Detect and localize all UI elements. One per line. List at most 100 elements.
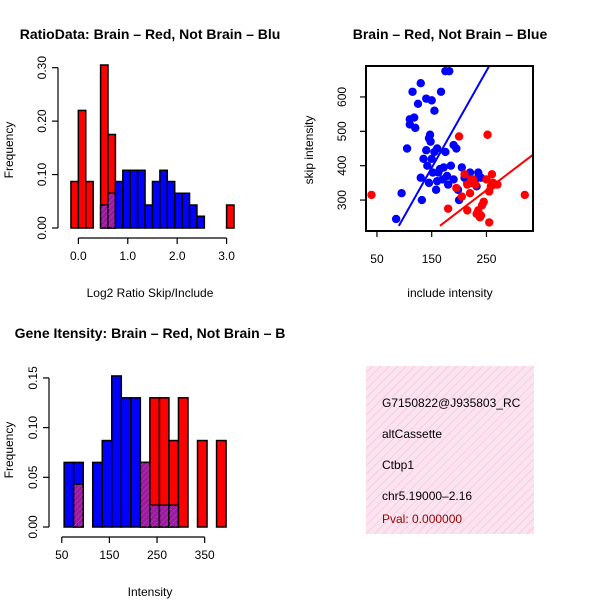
intensity-scatter: Brain – Red, Not Brain – Blue 50 150 250 3…: [302, 26, 547, 300]
scatter-point-brain: [465, 188, 475, 198]
info-panel-hatch: [366, 366, 534, 534]
scatter-point-not-brain: [408, 87, 417, 96]
scatter-point-not-brain: [445, 66, 454, 76]
info-panel: G7150822@J935803_RC altCassette Ctbp1 ch…: [366, 366, 534, 534]
gene-bar-brain: [177, 397, 189, 528]
gene-intensity-histogram-bars: [63, 375, 227, 528]
gene-intensity-histogram-title: Gene Itensity: Brain – Red, Not Brain – …: [15, 325, 286, 341]
ratio-x-tick-label: 2.0: [169, 249, 186, 263]
gene-bar-not-brain: [111, 375, 123, 528]
ratio-bar-not-brain: [166, 180, 176, 229]
gene-bar-overlap-hatch: [159, 505, 169, 527]
info-event-type: altCassette: [382, 427, 442, 441]
scatter-point-not-brain: [419, 154, 428, 164]
scatter-point-brain: [484, 218, 494, 227]
scatter-point-brain: [483, 130, 492, 139]
scatter-point-not-brain: [432, 144, 442, 153]
ratio-bar-not-brain: [136, 169, 146, 229]
gene-bar-not-brain: [120, 397, 132, 528]
ratio-bar-brain: [99, 64, 109, 229]
gene-intensity-histogram-y-axis: 0.00 0.05 0.10 0.15: [26, 366, 50, 539]
ratio-y-tick-label: 0.10: [35, 163, 49, 187]
gene-bar-overlap-hatch: [73, 484, 84, 527]
scatter-point-brain: [487, 170, 497, 179]
scatter-point-not-brain: [430, 106, 439, 115]
scatter-point-not-brain: [409, 113, 419, 122]
gene-x-tick-label: 150: [99, 548, 119, 562]
ratio-bar-overlap-hatch: [108, 193, 116, 228]
ratio-bar-not-brain: [159, 169, 169, 229]
scatter-plot-area: [367, 66, 533, 227]
fit-line-brain: [439, 153, 533, 227]
gene-bar-overlap-hatch: [140, 462, 150, 527]
ratio-histogram-xlabel: Log2 Ratio Skip/Include: [87, 286, 214, 300]
scatter-point-brain: [457, 192, 467, 201]
ratio-x-tick-label: 0.0: [70, 249, 87, 263]
scatter-point-not-brain: [427, 96, 436, 105]
ratio-bar-not-brain: [114, 180, 124, 229]
scatter-point-not-brain: [457, 163, 467, 172]
intensity-scatter-x-axis: 50 150 250: [370, 231, 497, 266]
ratio-y-tick-label: 0.00: [35, 216, 49, 240]
gene-bar-not-brain: [63, 461, 75, 528]
scatter-point-not-brain: [436, 87, 446, 96]
intensity-scatter-xlabel: include intensity: [407, 286, 492, 300]
ratio-x-tick-label: 3.0: [218, 249, 235, 263]
scatter-x-tick-label: 50: [370, 252, 384, 266]
gene-intensity-histogram: Gene Itensity: Brain – Red, Not Brain – …: [2, 325, 285, 599]
scatter-point-not-brain: [402, 144, 412, 153]
ratio-bar-not-brain: [122, 169, 131, 229]
scatter-point-not-brain: [426, 137, 435, 146]
intensity-scatter-y-axis: 300 400 500 600: [335, 87, 366, 210]
scatter-point-not-brain: [442, 171, 452, 181]
scatter-point-brain: [460, 170, 469, 179]
scatter-point-not-brain: [423, 161, 432, 170]
gene-y-tick-label: 0.05: [26, 465, 40, 489]
scatter-point-not-brain: [427, 154, 436, 164]
scatter-point-not-brain: [411, 123, 420, 133]
scatter-y-tick-label: 400: [335, 155, 349, 175]
ratio-bar-brain: [225, 204, 235, 229]
scatter-point-not-brain: [416, 173, 425, 182]
gene-bar-not-brain: [101, 439, 113, 528]
info-gene-name: Ctbp1: [382, 458, 414, 472]
scatter-point-not-brain: [452, 144, 461, 153]
gene-y-tick-label: 0.00: [26, 515, 40, 539]
gene-y-tick-label: 0.15: [26, 366, 40, 390]
scatter-point-brain: [452, 183, 461, 193]
gene-intensity-histogram-ylabel: Frequency: [2, 422, 16, 479]
ratio-bar-brain: [77, 109, 87, 229]
gene-intensity-histogram-x-axis: 50 150 250 350: [55, 536, 215, 562]
scatter-y-tick-label: 300: [335, 190, 349, 210]
intensity-scatter-title: Brain – Red, Not Brain – Blue: [353, 26, 548, 42]
gene-x-tick-label: 50: [55, 548, 69, 562]
scatter-point-not-brain: [441, 147, 450, 157]
scatter-point-brain: [482, 175, 491, 184]
ratio-bar-not-brain: [129, 169, 139, 229]
ratio-histogram-y-axis: 0.00 0.10 0.20 0.30: [35, 56, 59, 240]
ratio-histogram-ylabel: Frequency: [2, 122, 16, 179]
gene-y-tick-label: 0.10: [26, 416, 40, 440]
ratio-x-tick-label: 1.0: [119, 249, 136, 263]
scatter-point-brain: [367, 190, 376, 200]
gene-x-tick-label: 250: [147, 548, 167, 562]
scatter-y-tick-label: 600: [335, 87, 349, 107]
info-pval: Pval: 0.000000: [382, 512, 462, 526]
ratio-bar-brain: [70, 180, 80, 229]
ratio-histogram-title: RatioData: Brain – Red, Not Brain – Blu: [20, 26, 281, 42]
ratio-histogram-bars: [70, 64, 235, 229]
scatter-point-brain: [471, 180, 480, 189]
scatter-point-not-brain: [391, 214, 401, 224]
info-event-id: G7150822@J935803_RC: [382, 396, 521, 410]
ratio-y-tick-label: 0.30: [35, 56, 49, 80]
scatter-point-not-brain: [416, 78, 425, 88]
ratio-y-tick-label: 0.20: [35, 109, 49, 133]
ratio-bar-not-brain: [144, 204, 154, 229]
scatter-point-not-brain: [439, 163, 448, 172]
info-panel-clip: G7150822@J935803_RC altCassette Ctbp1 ch…: [382, 396, 521, 526]
intensity-scatter-frame: [365, 65, 534, 232]
gene-bar-not-brain: [91, 461, 104, 528]
scatter-point-not-brain: [413, 99, 423, 109]
